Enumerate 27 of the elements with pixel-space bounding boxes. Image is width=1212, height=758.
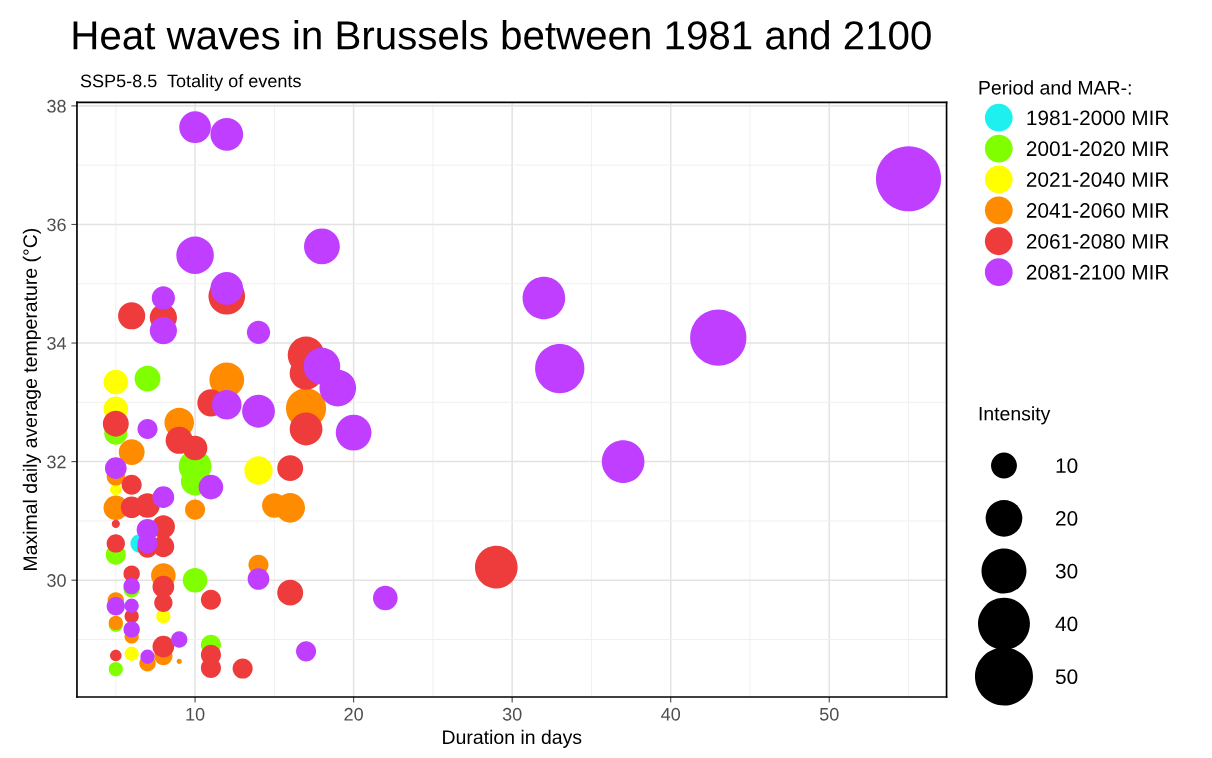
- x-tick-label: 50: [819, 707, 839, 721]
- y-tick-label: 34: [47, 336, 67, 350]
- y-tick-label: 32: [47, 455, 66, 469]
- y-tick-label: 36: [47, 218, 66, 232]
- legend-label: 20: [1056, 511, 1078, 526]
- legend-title: Period and MAR-:: [979, 80, 1131, 95]
- legend-label: 2081-2100 MIR: [1026, 264, 1169, 280]
- legend-label: 50: [1055, 669, 1078, 685]
- legend-label: 2041-2060 MIR: [1026, 203, 1169, 218]
- legend-label: 2001-2020 MIR: [1026, 141, 1169, 157]
- chart-title: Heat waves in Brussels between 1981 and 2100: [73, 20, 931, 50]
- y-axis-title: Maximal daily average temperature (°C): [22, 228, 41, 570]
- legend-label: 30: [1055, 563, 1078, 579]
- legend-label: 2021-2040 MIR: [1026, 172, 1169, 187]
- y-tick-label: 38: [47, 99, 66, 113]
- x-tick-label: 40: [661, 707, 681, 721]
- x-tick-label: 10: [186, 707, 205, 721]
- x-tick-label: 30: [502, 707, 522, 721]
- legend-label: 10: [1056, 458, 1078, 474]
- text: Intensity: [979, 406, 1051, 425]
- y-tick-label: 30: [47, 574, 66, 587]
- x-tick-label: 20: [344, 707, 363, 721]
- legend-label: 1981-2000 MIR: [1027, 110, 1169, 126]
- legend-label: 2061-2080 MIR: [1026, 233, 1169, 249]
- legend-label: 40: [1055, 616, 1078, 632]
- chart-subtitle: SSP5-8.5 Totality of events: [80, 74, 301, 91]
- x-axis-title: Duration in days: [443, 729, 582, 748]
